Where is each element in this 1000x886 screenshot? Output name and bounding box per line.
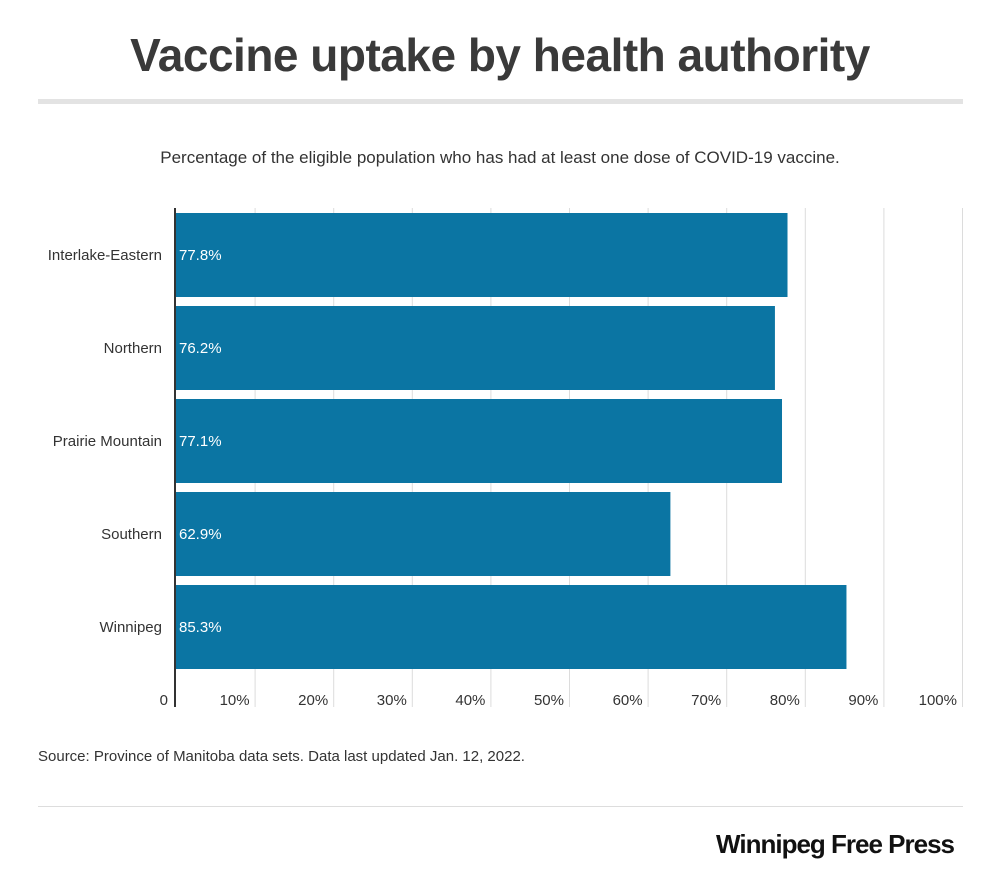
bar — [176, 213, 788, 297]
data-label: 62.9% — [179, 526, 222, 543]
bar — [176, 306, 775, 390]
category-label: Northern — [104, 340, 162, 357]
data-label: 85.3% — [179, 619, 222, 636]
publisher-logo: Winnipeg Free Press — [716, 829, 955, 859]
chart-subtitle: Percentage of the eligible population wh… — [160, 148, 840, 167]
bar — [176, 585, 847, 669]
data-label: 76.2% — [179, 340, 222, 357]
title-divider — [38, 99, 963, 104]
category-label: Prairie Mountain — [53, 433, 162, 450]
x-tick-label: 60% — [613, 692, 643, 709]
x-tick-label: 20% — [298, 692, 328, 709]
category-label: Winnipeg — [99, 619, 162, 636]
bar — [176, 399, 783, 483]
source-note: Source: Province of Manitoba data sets. … — [38, 748, 525, 765]
x-tick-label: 100% — [919, 692, 957, 709]
footer-divider — [38, 806, 963, 807]
chart-title: Vaccine uptake by health authority — [130, 29, 870, 81]
x-tick-label: 70% — [691, 692, 721, 709]
category-label: Southern — [101, 526, 162, 543]
x-tick-label: 30% — [377, 692, 407, 709]
x-tick-label: 50% — [534, 692, 564, 709]
x-tick-label: 90% — [848, 692, 878, 709]
x-tick-label: 10% — [220, 692, 250, 709]
data-label: 77.1% — [179, 433, 222, 450]
category-label: Interlake-Eastern — [48, 247, 162, 264]
x-tick-label: 0 — [160, 692, 168, 709]
x-tick-label: 40% — [455, 692, 485, 709]
bar — [176, 492, 671, 576]
data-label: 77.8% — [179, 247, 222, 264]
x-tick-label: 80% — [770, 692, 800, 709]
bar-chart: Interlake-Eastern 77.8% Northern 76.2% Prair… — [48, 208, 963, 709]
